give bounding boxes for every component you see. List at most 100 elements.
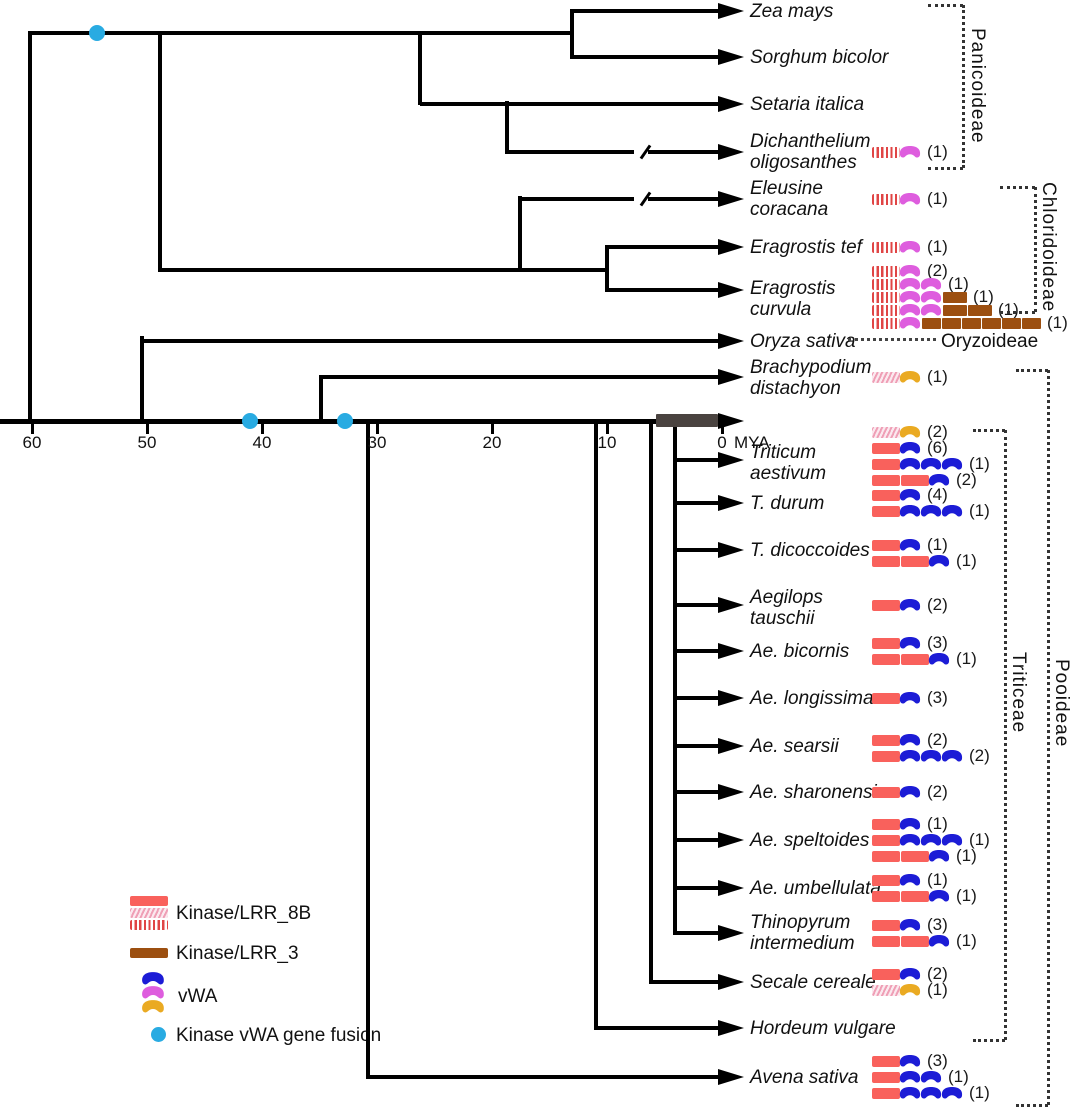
kinase-lrr-3-swatch (130, 948, 168, 960)
kinase-lrr3-domain-bar (943, 304, 967, 316)
gene-count-label: (1) (927, 535, 948, 554)
branch-arrow-icon (718, 49, 744, 65)
gene-count-label: (1) (969, 454, 990, 473)
kinase-domain-bar-solid (872, 474, 900, 486)
pacmad-branch (30, 31, 574, 35)
species-label-eragrostis-tef: Eragrostis tef (750, 237, 862, 258)
branch-ae-searsii (675, 744, 720, 748)
vwa-domain-icon (899, 458, 921, 470)
domain-architecture-row: (1) (872, 454, 990, 473)
domain-architecture-row: (1) (872, 886, 977, 905)
species-name-line: Triticum (750, 442, 817, 463)
kinase-striped-bar-icon (130, 920, 168, 930)
vwa-domain-icon (899, 489, 921, 501)
branch-aegilops-tauschii (675, 603, 720, 607)
species-name-line: Eragrostis tef (750, 236, 862, 258)
gene-count-label: (1) (969, 1083, 990, 1102)
vwa-domain (927, 554, 951, 568)
vwa-domain-icon (920, 1087, 942, 1099)
domain-architecture-row: (1) (872, 190, 948, 207)
vwa-domain (919, 833, 943, 847)
gene-count-label: (4) (927, 485, 948, 504)
vwa-domain-icon (899, 317, 921, 329)
gene-count-label: (1) (969, 501, 990, 520)
domain-architecture-row: (2) (872, 595, 948, 614)
species-name-line: T. dicoccoides (750, 539, 870, 561)
domain-architecture-row: (1) (872, 981, 948, 998)
domain-architecture-row: (1) (872, 368, 948, 385)
vwa-domain (919, 457, 943, 471)
gene-count-label: (3) (927, 633, 948, 652)
vwa-domain-icon (899, 968, 921, 980)
clade-bracket-tick (1000, 186, 1035, 189)
species-label-ae-umbellulata: Ae. umbellulata (750, 878, 881, 899)
branch-arrow-icon (718, 738, 744, 754)
branch-arrow-icon (718, 784, 744, 800)
species-label-ae-speltoides: Ae. speltoides (750, 830, 869, 851)
vwa-domain (898, 457, 922, 471)
vwa-domain (940, 504, 964, 518)
kinase-domain-bar-solid (872, 935, 900, 947)
vwa-domain-icon (920, 1071, 942, 1083)
triticeae-radiation-bar (656, 414, 718, 427)
gene-count-label: (1) (956, 886, 977, 905)
kinase-vwa-fusion-marker (242, 413, 258, 429)
branch-setaria-italica (420, 102, 720, 106)
vwa-domain-icon (899, 599, 921, 611)
time-axis-line (0, 419, 720, 424)
kinase-domain-bar-striped (872, 278, 900, 290)
branch-secale-cereale (651, 980, 720, 984)
gene-count-label: (1) (927, 814, 948, 833)
vwa-domain (927, 473, 951, 487)
vwa-domain (898, 1070, 922, 1084)
vwa-domain-icon (899, 442, 921, 454)
kinase-domain-bar-solid (872, 637, 900, 649)
vwa-domain (898, 504, 922, 518)
axis-tick (31, 423, 34, 434)
clade-label: Pooideae (1051, 659, 1072, 748)
kinase-domain-bar-solid (872, 555, 900, 567)
axis-tick-label: 30 (367, 433, 387, 452)
vwa-domain-icon (920, 304, 942, 316)
branch-arrow-icon (718, 643, 744, 659)
kinase-solid-bar-icon (130, 896, 168, 906)
vwa-domain (940, 833, 964, 847)
vwa-domain-icon (899, 834, 921, 846)
axis-tick (376, 423, 379, 434)
kinase-lrr3-domain-bar (943, 291, 967, 303)
clade-bracket-tick (928, 167, 963, 170)
gene-count-label: (3) (927, 915, 948, 934)
kinase-domain-bar-solid (872, 1071, 900, 1083)
species-name-line: Ae. speltoides (750, 829, 870, 851)
vwa-domain (927, 889, 951, 903)
domain-architecture-row: (1) (872, 932, 977, 949)
clade-label: Chloridoideae (1038, 182, 1059, 313)
gene-count-label: (3) (927, 688, 948, 707)
vwa-domain-icon (899, 291, 921, 303)
vwa-domain-icon (899, 734, 921, 746)
gene-count-label: (1) (956, 846, 977, 865)
domain-architecture-row: (1) (872, 143, 948, 160)
vwa-domain (919, 290, 943, 304)
vwa-domain (898, 598, 922, 612)
legend-label-vwa: vWA (178, 986, 218, 1007)
species-label-thinopyrum-intermedium: Thinopyrum intermedium (750, 912, 855, 954)
kinase-lrr3-domain-bar (1002, 317, 1021, 329)
clade-bracket-line (1004, 430, 1007, 1040)
vwa-domain (919, 1086, 943, 1100)
kinase-domain-bar-solid (872, 505, 900, 517)
domain-architecture-row: (2) (872, 731, 948, 748)
domain-architecture-row: (3) (872, 1052, 948, 1069)
domain-architecture-row: (3) (872, 915, 948, 934)
vwa-domain-icon (899, 193, 921, 205)
time-axis-arrow-icon (718, 413, 744, 429)
vwa-domain (927, 652, 951, 666)
branch-arrow-icon (718, 144, 744, 160)
gene-count-label: (2) (927, 595, 948, 614)
vwa-domain (898, 240, 922, 254)
branch-arrow-icon (718, 832, 744, 848)
domain-architecture-row: (3) (872, 688, 948, 707)
kinase-domain-bar-solid (872, 968, 900, 980)
vwa-domain (898, 1086, 922, 1100)
species-name-line: Brachypodium (750, 357, 872, 378)
